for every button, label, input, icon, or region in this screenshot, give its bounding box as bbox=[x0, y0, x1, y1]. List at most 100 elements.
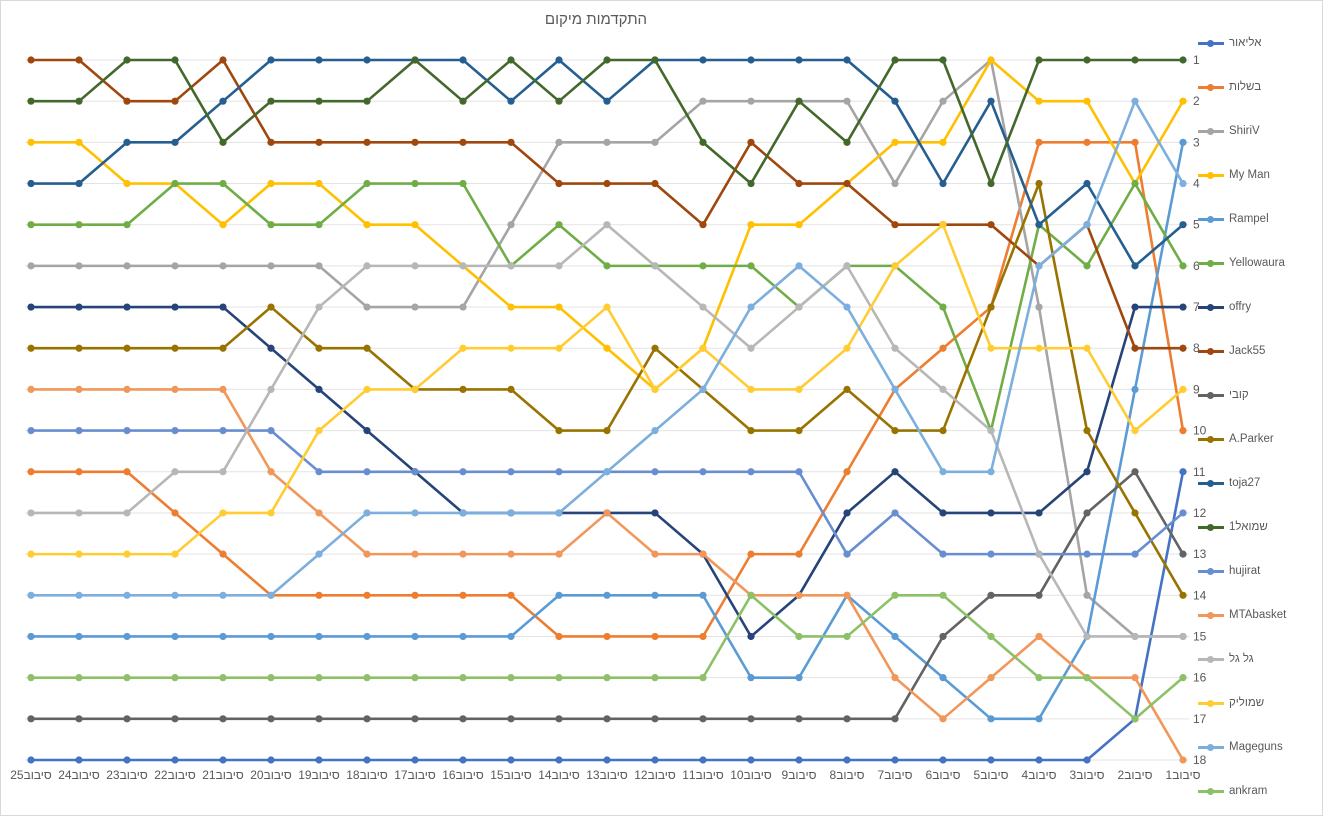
x-tick-label: סיבוב14 bbox=[538, 768, 580, 782]
legend-item-hujirat[interactable]: hujirat bbox=[1198, 565, 1316, 577]
y-tick-label: 17 bbox=[1193, 712, 1207, 726]
legend-item-My Man[interactable]: My Man bbox=[1198, 169, 1316, 181]
series-marker bbox=[315, 591, 323, 599]
series-marker bbox=[171, 138, 179, 146]
series-marker bbox=[603, 303, 611, 311]
series-marker bbox=[171, 468, 179, 476]
series-marker bbox=[939, 426, 947, 435]
x-tick-label: סיבוב13 bbox=[586, 768, 628, 782]
series-marker bbox=[75, 426, 83, 435]
legend-item-אליאור[interactable]: אליאור bbox=[1198, 37, 1316, 49]
series-marker bbox=[843, 509, 851, 517]
series-marker bbox=[27, 97, 35, 105]
series-marker bbox=[219, 550, 227, 558]
series-marker bbox=[75, 756, 83, 764]
series-marker bbox=[651, 468, 659, 476]
series-marker bbox=[267, 56, 275, 64]
series-marker bbox=[987, 426, 995, 435]
series-marker bbox=[555, 509, 563, 517]
series-marker bbox=[1035, 344, 1043, 352]
series-marker bbox=[123, 591, 131, 599]
series-marker bbox=[411, 591, 419, 599]
series-marker bbox=[315, 138, 323, 146]
series-marker bbox=[891, 509, 899, 517]
series-marker bbox=[267, 756, 275, 764]
series-marker bbox=[363, 344, 371, 352]
series-marker bbox=[747, 715, 755, 723]
x-tick-label: סיבוב15 bbox=[490, 768, 532, 782]
legend-item-בשלות[interactable]: בשלות bbox=[1198, 81, 1316, 93]
x-tick-label: סיבוב7 bbox=[878, 768, 913, 782]
legend-item-ShiriV[interactable]: ShiriV bbox=[1198, 125, 1316, 137]
series-marker bbox=[123, 509, 131, 517]
legend-item-MTAbasket[interactable]: MTAbasket bbox=[1198, 609, 1316, 621]
series-marker bbox=[891, 344, 899, 352]
series-marker bbox=[1131, 138, 1139, 146]
series-marker bbox=[1179, 97, 1187, 105]
series-marker bbox=[1035, 303, 1043, 311]
series-marker bbox=[1083, 138, 1091, 146]
series-marker bbox=[1035, 56, 1043, 64]
x-tick-label: סיבוב20 bbox=[250, 768, 292, 782]
series-marker bbox=[27, 509, 35, 517]
series-marker bbox=[219, 674, 227, 682]
series-marker bbox=[603, 509, 611, 517]
legend-item-Mageguns[interactable]: Mageguns bbox=[1198, 741, 1316, 753]
legend-item-Yellowaura[interactable]: Yellowaura bbox=[1198, 257, 1316, 269]
legend-item-toja27[interactable]: toja27 bbox=[1198, 477, 1316, 489]
series-marker bbox=[411, 303, 419, 311]
series-marker bbox=[363, 468, 371, 476]
legend-item-שמואל1[interactable]: שמואל1 bbox=[1198, 521, 1316, 533]
series-marker bbox=[1179, 550, 1187, 558]
legend-item-קובי[interactable]: קובי bbox=[1198, 389, 1316, 401]
series-marker bbox=[75, 303, 83, 311]
series-marker bbox=[1083, 344, 1091, 352]
series-marker bbox=[363, 97, 371, 105]
legend-item-offry[interactable]: offry bbox=[1198, 301, 1316, 313]
series-marker bbox=[507, 262, 515, 270]
series-marker bbox=[219, 138, 227, 146]
series-marker bbox=[507, 56, 515, 64]
series-marker bbox=[987, 550, 995, 558]
y-tick-label: 2 bbox=[1193, 94, 1200, 108]
series-marker bbox=[267, 674, 275, 682]
series-marker bbox=[939, 56, 947, 64]
series-marker bbox=[603, 56, 611, 64]
series-marker bbox=[699, 56, 707, 64]
y-tick-label: 7 bbox=[1193, 300, 1200, 314]
series-marker bbox=[411, 138, 419, 146]
legend-item-Jack55[interactable]: Jack55 bbox=[1198, 345, 1316, 357]
series-marker bbox=[747, 674, 755, 682]
series-marker bbox=[75, 56, 83, 64]
series-marker bbox=[75, 468, 83, 476]
series-marker bbox=[939, 179, 947, 188]
legend-item-Rampel[interactable]: Rampel bbox=[1198, 213, 1316, 225]
series-marker bbox=[555, 715, 563, 723]
series-marker bbox=[27, 56, 35, 64]
series-marker bbox=[315, 468, 323, 476]
series-marker bbox=[1131, 385, 1139, 394]
series-marker bbox=[27, 550, 35, 558]
series-marker bbox=[1035, 715, 1043, 723]
series-marker bbox=[1179, 632, 1187, 641]
legend-item-שמוליק[interactable]: שמוליק bbox=[1198, 697, 1316, 709]
series-line-hujirat bbox=[31, 429, 1184, 556]
legend-item-A.Parker[interactable]: A.Parker bbox=[1198, 433, 1316, 445]
series-marker bbox=[939, 97, 947, 105]
series-marker bbox=[651, 262, 659, 270]
legend-marker-icon bbox=[1198, 567, 1224, 575]
series-marker bbox=[315, 56, 323, 64]
series-marker bbox=[1035, 632, 1043, 641]
series-marker bbox=[843, 303, 851, 311]
series-marker bbox=[219, 303, 227, 311]
series-marker bbox=[891, 138, 899, 146]
legend-item-ankram[interactable]: ankram bbox=[1198, 785, 1316, 797]
series-marker bbox=[699, 344, 707, 352]
series-marker bbox=[27, 344, 35, 352]
series-marker bbox=[75, 591, 83, 599]
series-marker bbox=[747, 138, 755, 146]
series-marker bbox=[123, 221, 131, 229]
y-tick-label: 5 bbox=[1193, 218, 1200, 232]
series-marker bbox=[363, 674, 371, 682]
legend-item-גל גל[interactable]: גל גל bbox=[1198, 653, 1316, 665]
